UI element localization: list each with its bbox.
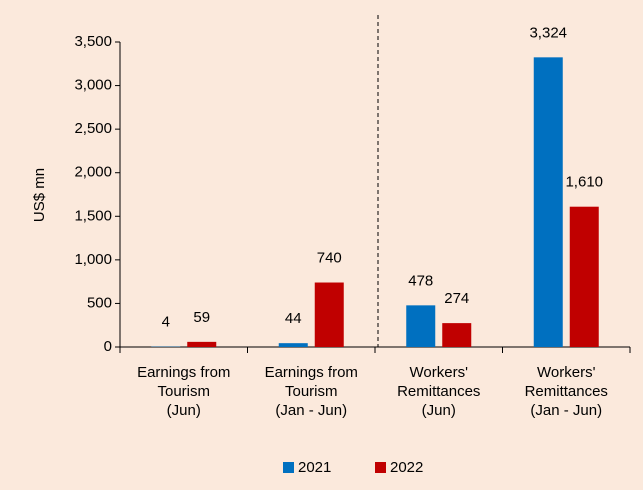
y-tick-label: 2,500 xyxy=(74,120,112,137)
y-tick-label: 1,500 xyxy=(74,207,112,224)
bar xyxy=(442,323,472,347)
y-tick-label: 2,000 xyxy=(74,164,112,181)
x-tick-label: Earnings from Tourism (Jun) xyxy=(137,364,231,419)
bar xyxy=(278,343,308,347)
y-tick-label: 3,500 xyxy=(74,33,112,50)
data-label: 3,324 xyxy=(529,24,567,41)
x-tick-label: Earnings from Tourism (Jan - Jun) xyxy=(264,364,358,419)
y-tick-label: 0 xyxy=(104,338,112,355)
x-tick-label: Workers' Remittances (Jun) xyxy=(397,364,481,419)
data-label: 59 xyxy=(193,309,210,326)
bar xyxy=(187,341,217,347)
legend-swatch xyxy=(375,462,386,473)
legend-label: 2022 xyxy=(390,459,423,476)
data-label: 740 xyxy=(317,249,342,266)
data-label: 1,610 xyxy=(565,174,603,191)
y-tick-label: 3,000 xyxy=(74,77,112,94)
data-label: 44 xyxy=(285,310,302,327)
bar xyxy=(314,282,344,347)
legend-label: 2021 xyxy=(298,459,331,476)
y-tick-label: 500 xyxy=(87,294,112,311)
x-tick-label: Workers' Remittances (Jan - Jun) xyxy=(524,364,608,419)
y-axis-label: US$ mn xyxy=(31,168,48,222)
data-label: 478 xyxy=(408,272,433,289)
bar xyxy=(533,57,563,347)
data-label: 4 xyxy=(162,314,170,331)
y-tick-label: 1,000 xyxy=(74,251,112,268)
bar xyxy=(406,305,436,347)
legend-swatch xyxy=(283,462,294,473)
data-label: 274 xyxy=(444,290,469,307)
bar xyxy=(569,206,599,347)
